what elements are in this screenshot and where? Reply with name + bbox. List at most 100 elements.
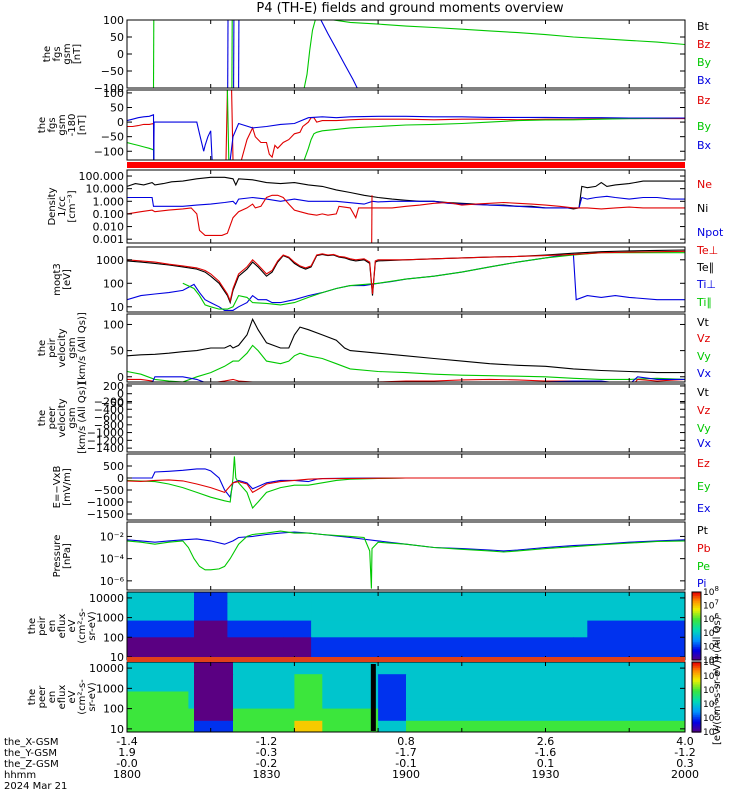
spectrogram-cell <box>127 720 189 732</box>
y-tick-label: 10⁻⁶ <box>100 575 125 588</box>
colorbar-step <box>692 612 701 615</box>
panel-frame <box>126 313 686 383</box>
series-By <box>303 20 316 88</box>
y-tick-label: 10000 <box>89 592 124 605</box>
spectrogram-cell <box>406 720 574 732</box>
colorbar-step <box>692 615 701 619</box>
colorbar-label: [eV/(cm²-s-sr-eV)] (All Qs) <box>712 616 723 745</box>
spectrogram-cell <box>587 603 685 622</box>
spectrogram-cell <box>127 649 189 660</box>
x-axis-value: 1.9 <box>118 746 136 759</box>
legend-entry: Ni <box>697 202 708 215</box>
spectrogram-cell <box>322 720 379 732</box>
panel-frame <box>126 19 686 89</box>
y-tick-label: 0 <box>117 48 124 61</box>
colorbar-step <box>692 620 701 624</box>
colorbar-step <box>692 663 701 667</box>
spectrogram-cell <box>311 637 574 650</box>
x-axis-value: 0.3 <box>676 757 694 770</box>
x-axis-value: -0.3 <box>256 746 277 759</box>
spectrogram-cell <box>587 637 685 650</box>
legend-entry: Vt <box>697 386 710 399</box>
y-tick-label: −50 <box>101 65 124 78</box>
y-axis-label: [km/s (All Qs)] <box>77 312 88 384</box>
data-gap-marker <box>370 664 376 731</box>
spectrogram-cell <box>227 592 284 605</box>
x-axis-value: 4.0 <box>676 735 694 748</box>
legend-entry: By <box>697 56 712 69</box>
panel-frame <box>126 169 686 244</box>
spectrogram-cell <box>227 720 234 732</box>
colorbar-step <box>692 688 701 691</box>
colorbar-step <box>692 677 701 681</box>
legend-entry: Ey <box>697 480 711 493</box>
x-axis-row-label: the_Z-GSM <box>4 759 59 770</box>
series-lines <box>152 20 685 88</box>
colorbar-step <box>692 654 701 658</box>
colorbar-step <box>692 676 701 679</box>
y-tick-label: 1000 <box>96 682 124 695</box>
colorbar-step <box>692 690 701 693</box>
y-tick-label: 50 <box>110 345 124 358</box>
x-axis-value: -1.2 <box>256 735 277 748</box>
series-Npot <box>127 195 685 209</box>
y-axis-label: eflux <box>57 685 68 710</box>
x-axis-row-label: 2024 Mar 21 <box>4 781 67 792</box>
spectrogram-cells <box>127 662 685 732</box>
spectrogram-cell <box>227 708 234 722</box>
y-axis-label: eV <box>67 619 78 632</box>
y-axis-label: moqt3 <box>52 263 63 296</box>
colorbar-step <box>692 709 701 712</box>
colorbar-step <box>692 592 701 595</box>
colorbar-step <box>692 637 701 641</box>
spectrogram-cell <box>127 691 189 710</box>
series-lines <box>127 176 685 243</box>
y-tick-label: 1000 <box>96 254 124 267</box>
colorbar-step <box>692 639 701 642</box>
colorbar-tick-label: 107 <box>703 599 719 612</box>
panel-frame <box>126 453 686 521</box>
spectrogram-cell <box>311 592 574 605</box>
series-Vx <box>127 376 685 382</box>
spectrogram-cell <box>573 691 685 710</box>
colorbar-step <box>692 723 701 726</box>
colorbar-step <box>692 705 701 709</box>
spectrogram-cell <box>194 592 223 605</box>
legend-entry: Bt <box>697 20 710 33</box>
y-axis-label: peir <box>37 615 48 635</box>
y-axis-label: the <box>27 618 38 634</box>
y-tick-label: −400 <box>94 403 124 416</box>
spectrogram-cell <box>233 720 295 732</box>
y-tick-label: 0 <box>117 388 124 401</box>
x-axis-value: -1.4 <box>116 735 137 748</box>
colorbar-step <box>692 632 701 636</box>
series-By <box>333 20 685 46</box>
y-axis-label: [nT] <box>72 44 83 64</box>
panel-peir_spectrogram: 10000 1000 100 10 the peir en eflux eV (cm²-s-sr-… <box>27 591 686 664</box>
y-tick-label: −800 <box>94 419 124 432</box>
series-Bx <box>153 121 213 160</box>
y-tick-label: −1500 <box>87 508 124 521</box>
x-axis-value: -1.7 <box>395 746 416 759</box>
spectrogram-cell <box>587 620 685 638</box>
x-axis-value: 1800 <box>113 768 141 781</box>
colorbar-step <box>692 597 701 600</box>
y-axis-label: en <box>47 691 58 704</box>
colorbar-step <box>692 634 701 637</box>
spectrogram-cell <box>227 674 234 693</box>
y-tick-label: 50 <box>110 102 124 115</box>
x-axis-row-label: the_Y-GSM <box>4 748 57 759</box>
colorbar-step <box>692 593 701 596</box>
spectrogram-cell <box>221 620 229 638</box>
x-axis-value: 2000 <box>671 768 699 781</box>
y-axis-label: Density <box>47 187 58 225</box>
spectrogram-cell <box>188 637 195 650</box>
colorbar-step <box>692 644 701 647</box>
series-Bx <box>127 114 155 160</box>
spectrogram-cell <box>194 691 229 710</box>
spectrogram-cell <box>227 649 284 660</box>
y-axis-label: eflux <box>57 614 68 639</box>
colorbar-step <box>692 607 701 610</box>
